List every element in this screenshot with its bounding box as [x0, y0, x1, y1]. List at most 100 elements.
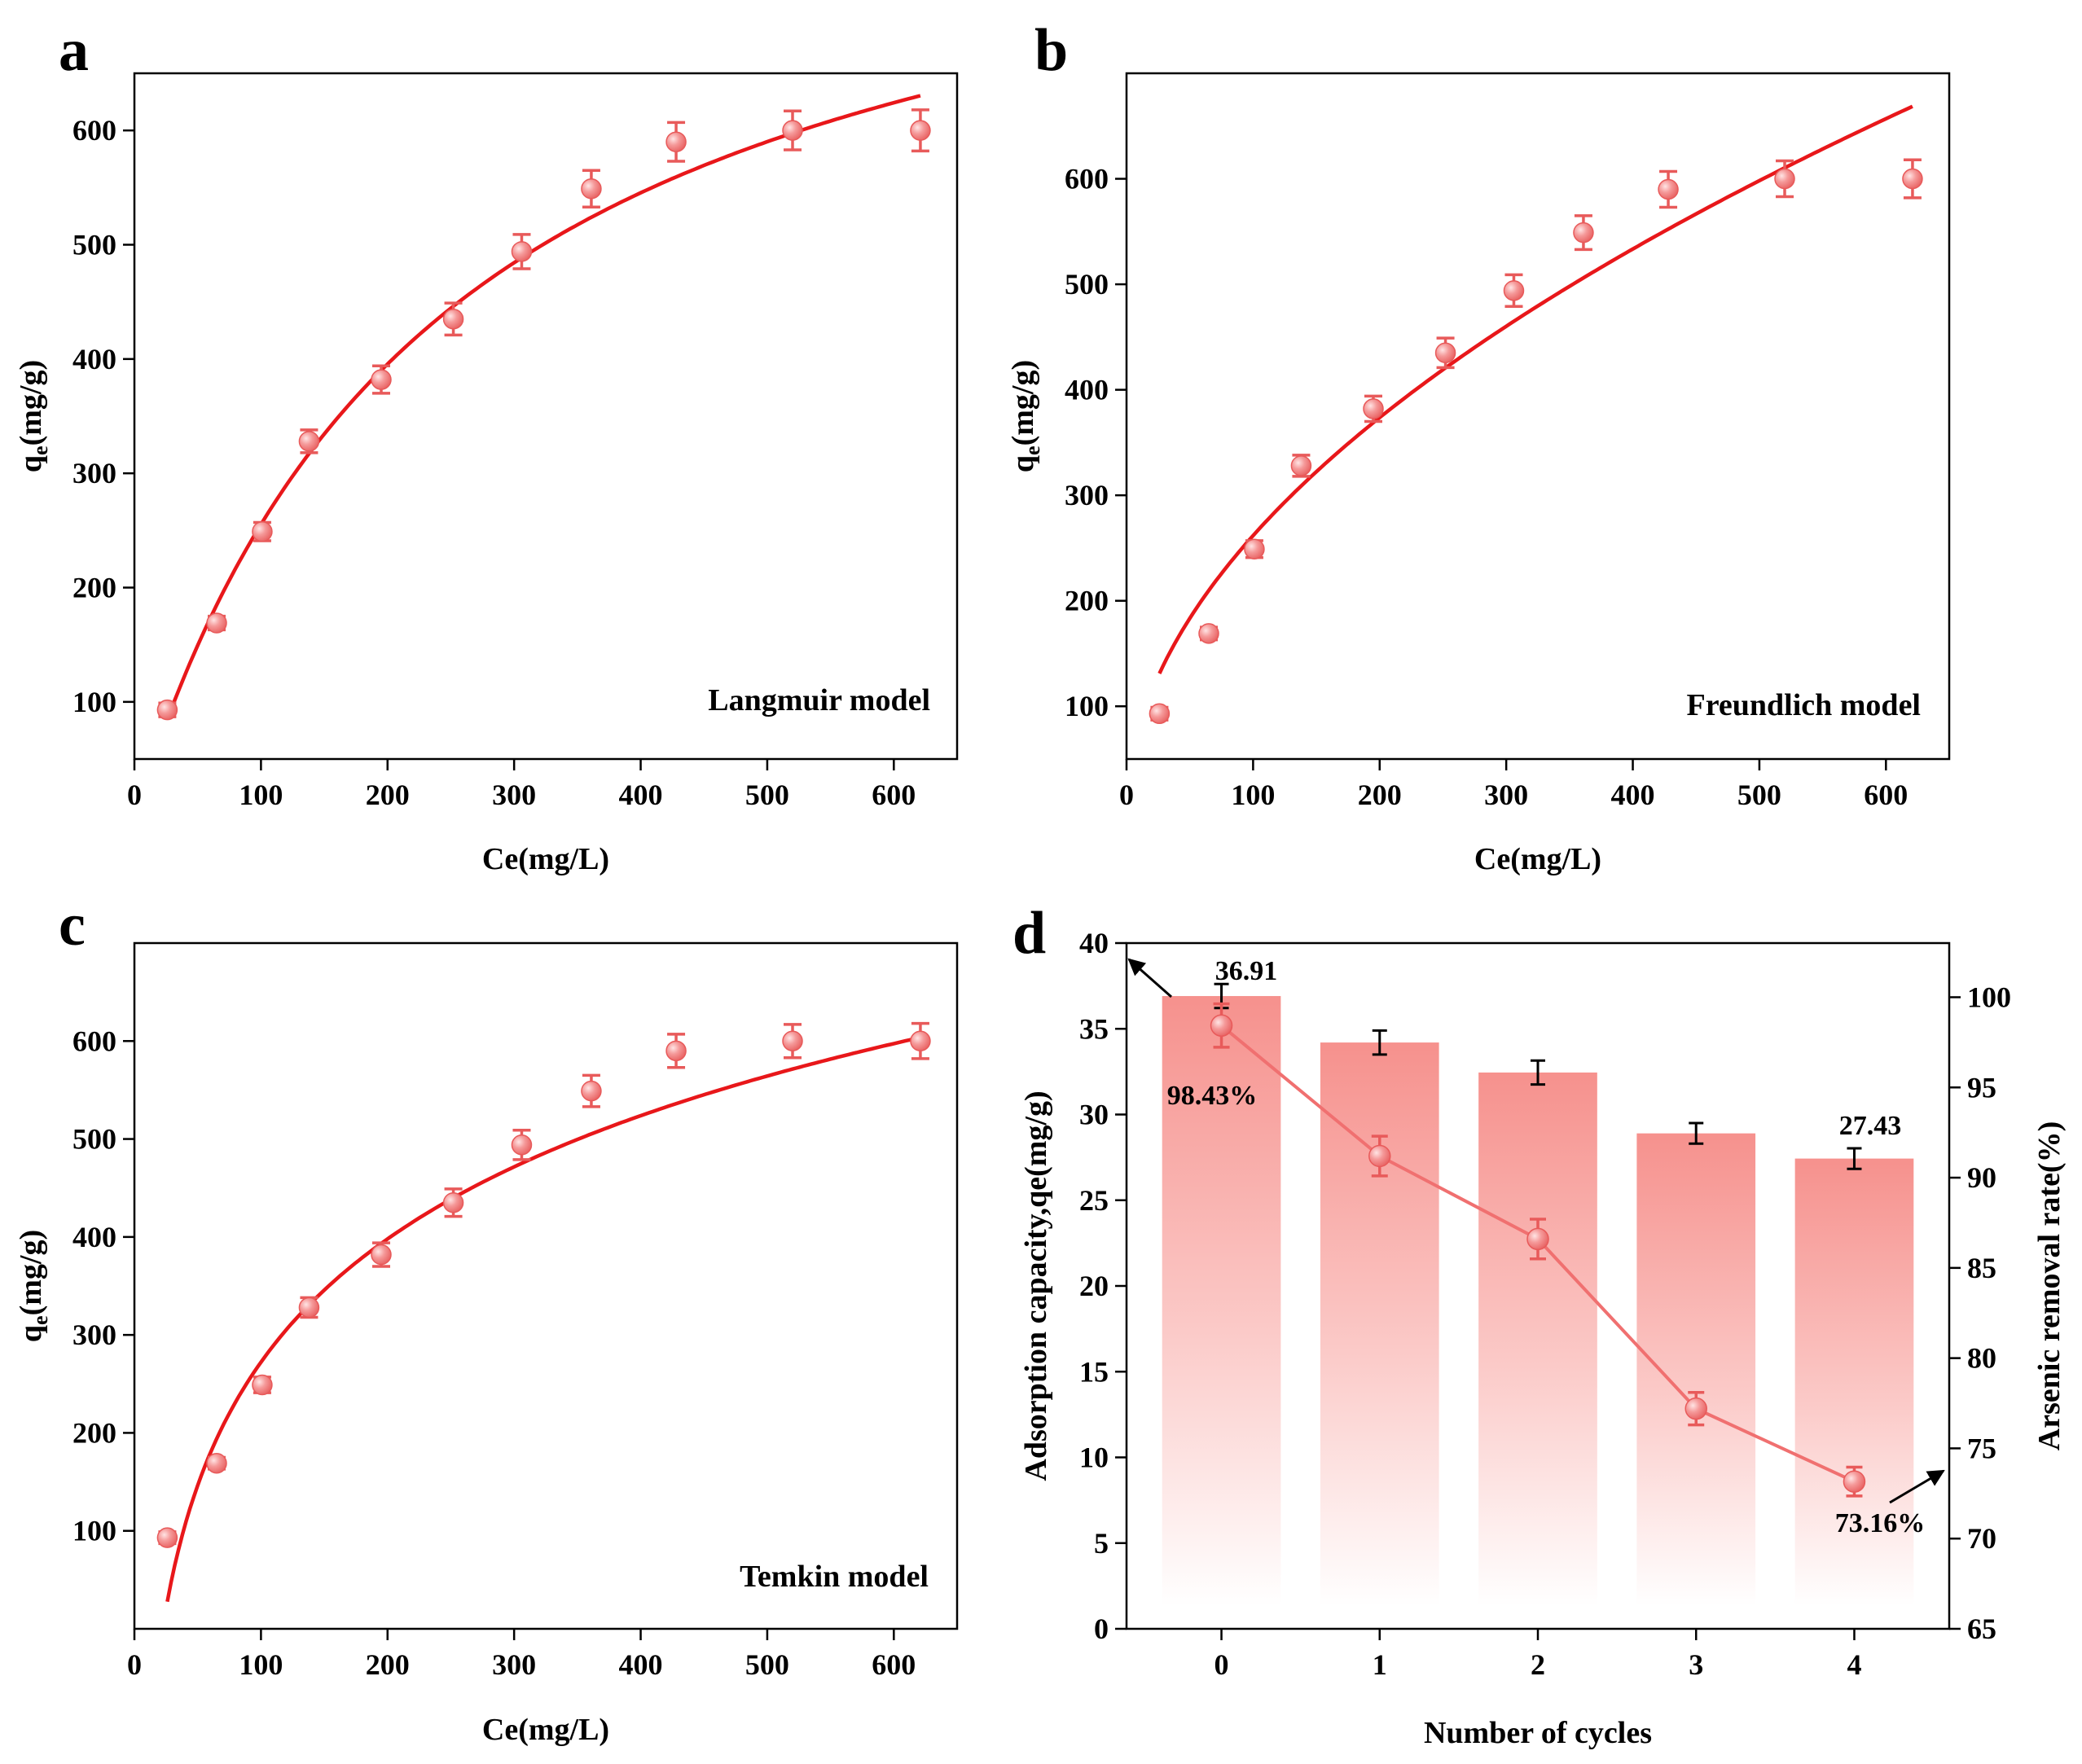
y-tick-label-d-0: 0	[1094, 1613, 1109, 1645]
bars-d	[1162, 996, 1914, 1606]
data-point-c-2	[252, 1374, 273, 1396]
y-axis-label-c: qe(mg/g)	[14, 1230, 52, 1342]
fit-line-b	[1157, 104, 1913, 674]
data-point-b-7	[1573, 222, 1594, 244]
data-point-b-10	[1902, 168, 1923, 190]
rate-point-0	[1210, 1014, 1233, 1038]
rate4-label: 73.16%	[1835, 1508, 1926, 1538]
y-tick-label-a-100: 100	[72, 686, 116, 718]
bar-cycle-1	[1320, 1042, 1439, 1606]
data-point-c-9	[782, 1030, 803, 1052]
data-point-c-5	[442, 1192, 464, 1213]
panel-letter-d: d	[1012, 900, 1046, 967]
y-tick-label-b-200: 200	[1065, 585, 1109, 617]
y-axis-label-b: qe(mg/g)	[1006, 360, 1044, 472]
x-tick-label-d-1: 1	[1373, 1648, 1387, 1681]
x-tick-label-a-400: 400	[619, 779, 663, 811]
data-point-a-6	[511, 241, 533, 262]
data-point-a-5	[442, 308, 464, 330]
y-axis-label-left-d: Adsorption capacity,qe(mg/g)	[1019, 1090, 1053, 1481]
data-point-a-9	[782, 120, 803, 141]
data-point-a-10	[910, 120, 931, 141]
y-tick-label-b-500: 500	[1065, 268, 1109, 301]
rate-point-1	[1368, 1144, 1391, 1168]
x-axis-label-a: Ce(mg/L)	[482, 842, 609, 876]
bar-cycle-2	[1478, 1072, 1597, 1606]
removal-rate-points-d	[1210, 1002, 1866, 1498]
x-axis-label-b: Ce(mg/L)	[1474, 842, 1601, 876]
y-tick-label-d-10: 10	[1079, 1441, 1109, 1474]
x-tick-label-a-500: 500	[745, 779, 789, 811]
fit-line-a	[165, 94, 921, 721]
x-tick-label-b-200: 200	[1358, 779, 1402, 811]
data-point-a-7	[581, 178, 602, 200]
data-point-b-6	[1503, 280, 1525, 301]
y-tick-label-c-600: 600	[72, 1025, 116, 1057]
data-point-a-2	[252, 520, 273, 542]
panel-d-cycles-chart: d 0 1 2 3 4 0 5 10 15 20 25 30 35 40 65 70 75 80 85 90 95 1…	[1012, 900, 2067, 1750]
y-ticks-left-d: 0 5 10 15 20 25 30 35 40	[1079, 927, 1127, 1645]
y-right-tick-label-d-65: 65	[1967, 1613, 1996, 1645]
y-tick-label-c-500: 500	[72, 1123, 116, 1156]
bar0-value-label: 36.91	[1215, 956, 1278, 986]
x-tick-label-a-100: 100	[239, 779, 283, 811]
data-point-b-3	[1290, 455, 1312, 476]
y-tick-label-a-600: 600	[72, 114, 116, 147]
data-point-b-2	[1244, 538, 1265, 559]
fit-curve-c	[165, 1035, 921, 1603]
model-label-b: Freundlich model	[1687, 688, 1922, 722]
x-ticks-c: 0 100 200 300 400 500 600	[127, 1629, 916, 1681]
data-point-c-1	[206, 1452, 227, 1474]
x-tick-label-d-0: 0	[1214, 1648, 1229, 1681]
y-tick-label-d-25: 25	[1079, 1184, 1109, 1217]
rate0-label: 98.43%	[1167, 1081, 1258, 1111]
data-points-a	[156, 108, 931, 721]
bar-cycle-4	[1794, 1158, 1914, 1606]
data-point-c-3	[298, 1297, 320, 1319]
bar4-value-label: 27.43	[1839, 1111, 1902, 1141]
data-point-b-5	[1434, 342, 1456, 364]
y-right-tick-label-d-90: 90	[1967, 1161, 1996, 1194]
x-tick-label-a-600: 600	[872, 779, 916, 811]
data-point-b-1	[1198, 623, 1219, 644]
y-tick-label-c-100: 100	[72, 1515, 116, 1547]
y-right-tick-label-d-100: 100	[1967, 981, 2011, 1013]
x-tick-label-c-200: 200	[366, 1648, 410, 1681]
plot-frame-c	[133, 941, 959, 1630]
panel-letter-a: a	[59, 17, 89, 84]
x-axis-label-c: Ce(mg/L)	[482, 1713, 609, 1747]
bar-error-4	[1847, 1147, 1862, 1170]
y-tick-label-d-20: 20	[1079, 1270, 1109, 1302]
x-tick-label-b-100: 100	[1231, 779, 1275, 811]
bar-cycle-3	[1636, 1133, 1756, 1606]
y-tick-label-d-5: 5	[1094, 1527, 1109, 1560]
x-tick-label-a-200: 200	[366, 779, 410, 811]
y-axis-label-a: qe(mg/g)	[14, 360, 52, 472]
y-ticks-right-d: 65 70 75 80 85 90 95 100	[1949, 981, 2011, 1645]
arrow-to-left-axis	[1127, 958, 1172, 998]
panel-a-langmuir-chart: a 0 100 200 300 400 500 600 100 200 300 400 500 600…	[14, 17, 959, 876]
x-tick-label-c-0: 0	[127, 1648, 142, 1681]
panel-c-temkin-chart: c 0 100 200 300 400 500 600 100 200 300 400 500 600…	[14, 892, 959, 1747]
y-tick-label-b-100: 100	[1065, 690, 1109, 722]
arrow-to-right-axis	[1889, 1469, 1945, 1504]
y-ticks-c: 100 200 300 400 500 600	[72, 1025, 134, 1547]
y-right-tick-label-d-70: 70	[1967, 1522, 1996, 1555]
bar-error-2	[1531, 1059, 1545, 1086]
x-tick-label-a-0: 0	[127, 779, 142, 811]
data-point-c-7	[581, 1080, 602, 1102]
bar-error-3	[1689, 1121, 1704, 1145]
x-tick-label-b-500: 500	[1737, 779, 1781, 811]
y-ticks-b: 100 200 300 400 500 600	[1065, 163, 1127, 722]
y-tick-label-d-40: 40	[1079, 927, 1109, 959]
x-tick-label-b-300: 300	[1484, 779, 1528, 811]
x-ticks-a: 0 100 200 300 400 500 600	[127, 759, 916, 811]
y-tick-label-c-200: 200	[72, 1416, 116, 1449]
y-tick-label-a-300: 300	[72, 457, 116, 489]
y-tick-label-d-30: 30	[1079, 1099, 1109, 1131]
rate-point-3	[1684, 1397, 1707, 1420]
y-axis-label-right-d: Arsenic removal rate(%)	[2032, 1121, 2067, 1450]
rate-point-4	[1843, 1470, 1866, 1493]
data-point-a-1	[206, 612, 227, 634]
